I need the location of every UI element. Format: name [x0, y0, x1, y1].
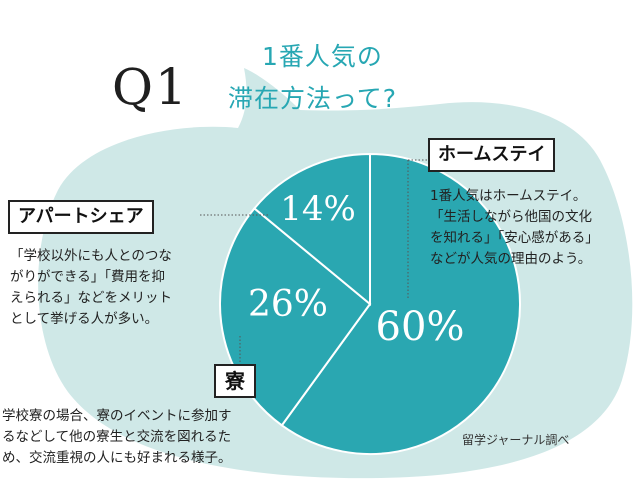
slice-label-dorm: 26%	[248, 284, 328, 325]
description-homestay: 1番人気はホームステイ。 「生活しながら他国の文化 を知れる」「安心感がある」 …	[430, 186, 599, 270]
tag-dormitory: 寮	[214, 364, 256, 398]
tag-apartment-share: アパートシェア	[8, 200, 154, 234]
description-line: るなどして他の寮生と交流を図れるた	[2, 429, 232, 445]
description-apartment-share: 「学校以外にも人とのつな がりができる」「費用を抑 えられる」などをメリット と…	[10, 246, 172, 330]
description-line: 学校寮の場合、寮のイベントに参加す	[2, 408, 232, 424]
description-line: がりができる」「費用を抑	[10, 269, 165, 285]
description-line: として挙げる人が多い。	[10, 311, 159, 327]
description-line: を知れる」「安心感がある」	[430, 230, 599, 246]
slice-homestay	[280, 152, 521, 455]
slice-label-homestay: 60%	[376, 304, 465, 350]
question-title-line-1: 1番人気の	[262, 42, 383, 71]
tag-homestay: ホームステイ	[428, 138, 556, 172]
description-line: 1番人気はホームステイ。	[430, 188, 587, 204]
source-note: 留学ジャーナル調べ	[462, 433, 570, 447]
question-title-line-2: 滞在方法って?	[228, 84, 398, 113]
description-dormitory: 学校寮の場合、寮のイベントに参加す るなどして他の寮生と交流を図れるた め、交流…	[2, 406, 232, 469]
question-number: Q1	[112, 58, 189, 116]
slice-apartment-share	[253, 152, 371, 307]
description-line: め、交流重視の人にも好まれる様子。	[2, 450, 232, 466]
description-line: えられる」などをメリット	[10, 290, 172, 306]
description-line: 「生活しながら他国の文化	[430, 209, 592, 225]
slice-label-apart: 14%	[280, 189, 356, 229]
description-line: 「学校以外にも人とのつな	[10, 248, 172, 264]
description-line: などが人気の理由のよう。	[430, 251, 592, 267]
slice-dormitory	[219, 206, 372, 427]
